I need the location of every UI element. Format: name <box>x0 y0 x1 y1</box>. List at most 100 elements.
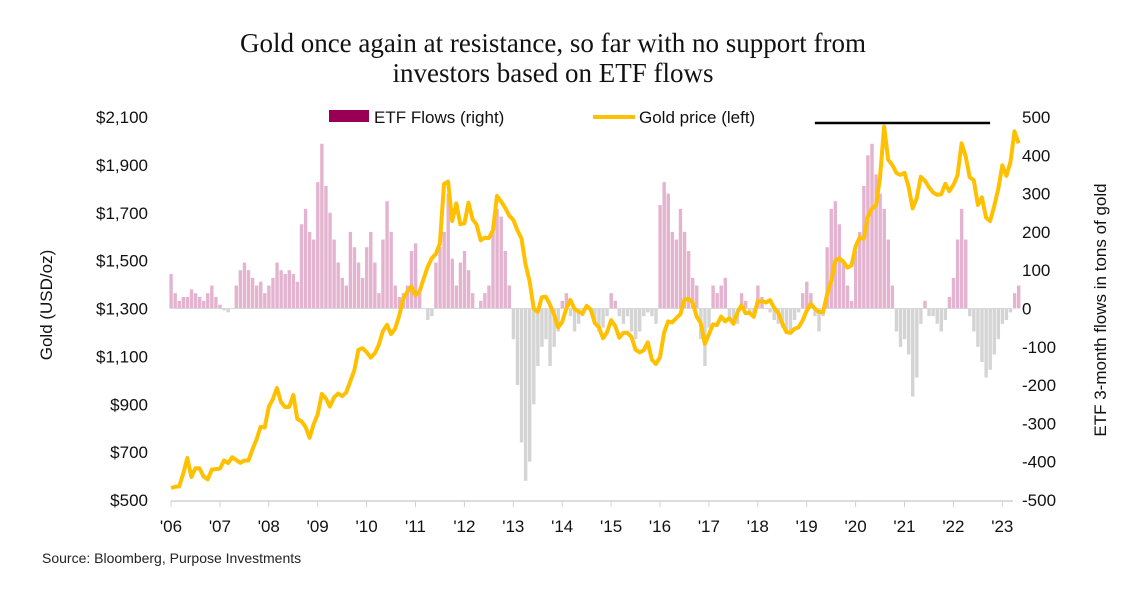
etf-flow-bar <box>499 216 503 309</box>
etf-flow-bar <box>715 293 719 309</box>
etf-flow-bar <box>1008 308 1013 313</box>
etf-flow-bar <box>250 277 255 309</box>
etf-flow-bar <box>849 300 854 309</box>
etf-flow-bar <box>397 297 401 309</box>
left-tick-label: $1,300 <box>96 300 148 319</box>
right-tick-label: 500 <box>1022 108 1050 127</box>
etf-flow-bar <box>181 297 186 309</box>
etf-flow-bar <box>479 300 483 309</box>
etf-flow-bar <box>666 193 670 309</box>
etf-flow-bar <box>320 143 324 309</box>
right-tick-label: 100 <box>1022 261 1050 280</box>
etf-flow-bar <box>303 208 308 309</box>
etf-flow-bar <box>886 239 890 309</box>
left-tick-label: $1,700 <box>96 204 148 223</box>
x-tick-label: '14 <box>551 517 573 536</box>
etf-flow-bar <box>279 270 283 309</box>
etf-flow-bar <box>674 239 679 309</box>
etf-flow-bar <box>413 243 418 309</box>
etf-flow-bar <box>536 308 540 366</box>
etf-flow-bar <box>254 285 259 309</box>
etf-flow-bar <box>784 308 789 332</box>
etf-flow-bar <box>332 239 336 309</box>
left-axis-ticks: $2,100 $1,900 $1,700 $1,500 $1,300 $1,100 $900… <box>96 108 148 510</box>
etf-flow-bar <box>515 308 520 386</box>
etf-flow-bar <box>792 308 797 320</box>
etf-flow-bar <box>809 293 813 309</box>
etf-flow-bar <box>964 239 968 309</box>
etf-flow-bar <box>1012 293 1017 309</box>
etf-flow-bar <box>373 262 377 309</box>
etf-flow-bar <box>299 224 304 309</box>
etf-flow-bar <box>528 308 532 462</box>
etf-flow-bar <box>556 308 560 332</box>
etf-flow-bar <box>947 297 952 309</box>
legend-gold-label: Gold price (left) <box>639 108 755 127</box>
x-tick-label: '10 <box>356 517 378 536</box>
etf-flow-bar <box>430 308 434 317</box>
etf-flow-bar <box>193 293 198 309</box>
etf-flow-bar <box>988 308 992 370</box>
etf-flow-bar <box>495 208 499 309</box>
right-tick-label: -500 <box>1022 491 1056 510</box>
etf-flow-bar <box>454 285 459 309</box>
etf-flow-bar <box>312 239 316 309</box>
etf-flow-bar <box>911 308 915 397</box>
etf-flow-bar <box>405 285 410 309</box>
etf-flow-bar <box>894 308 899 332</box>
etf-flow-bar <box>658 205 662 309</box>
x-tick-label: '16 <box>649 517 671 536</box>
etf-flow-bar <box>662 182 666 309</box>
left-tick-label: $2,100 <box>96 108 148 127</box>
etf-flow-bar <box>650 308 654 317</box>
etf-flow-bar <box>829 208 833 309</box>
etf-flow-bar <box>491 231 495 309</box>
etf-flow-bar <box>638 308 642 332</box>
etf-flow-bar <box>890 285 895 309</box>
etf-flow-bar <box>263 293 267 309</box>
etf-flow-bar <box>613 300 617 309</box>
etf-flow-bar <box>352 247 357 309</box>
etf-flow-bar <box>768 308 772 313</box>
etf-flow-bar <box>442 231 446 309</box>
etf-flow-bar <box>841 262 846 309</box>
etf-flow-bar <box>682 231 687 309</box>
etf-flow-bar <box>906 308 911 355</box>
right-tick-label: -200 <box>1022 376 1056 395</box>
etf-flow-bar <box>976 308 980 347</box>
etf-flow-bar <box>801 293 805 309</box>
etf-flow-bar <box>621 308 626 324</box>
etf-flow-bar <box>185 297 190 309</box>
etf-flow-bar <box>996 308 1001 340</box>
etf-flow-bar <box>426 308 430 320</box>
x-tick-label: '23 <box>991 517 1013 536</box>
etf-flow-bar <box>381 239 385 309</box>
etf-flow-bar <box>719 285 723 309</box>
etf-flow-bar <box>214 297 218 309</box>
etf-flow-bar <box>238 270 243 309</box>
etf-flow-bar <box>723 277 727 309</box>
etf-flow-bar <box>833 201 838 309</box>
etf-flow-bar <box>629 308 634 332</box>
etf-flow-bar <box>866 155 870 309</box>
etf-flow-bar <box>242 262 247 309</box>
etf-flow-bar <box>283 274 287 309</box>
etf-flow-bar <box>646 308 650 313</box>
etf-flow-bar <box>605 308 609 317</box>
etf-flow-bar <box>915 308 919 378</box>
etf-flow-bar <box>943 308 948 320</box>
etf-flow-bar <box>707 308 711 328</box>
etf-flow-bar <box>748 308 752 313</box>
etf-flow-bar <box>935 308 939 324</box>
left-tick-label: $900 <box>110 395 148 414</box>
etf-flow-bar <box>743 300 748 309</box>
etf-flow-bar <box>450 258 454 309</box>
etf-flow-bar <box>385 201 389 309</box>
etf-flow-bar <box>980 308 984 363</box>
etf-flow-bar <box>246 270 251 309</box>
x-tick-label: '12 <box>453 517 475 536</box>
x-tick-label: '08 <box>258 517 280 536</box>
etf-flow-bar <box>898 308 903 347</box>
etf-flow-bar <box>295 281 300 309</box>
etf-flow-bar <box>234 285 238 309</box>
